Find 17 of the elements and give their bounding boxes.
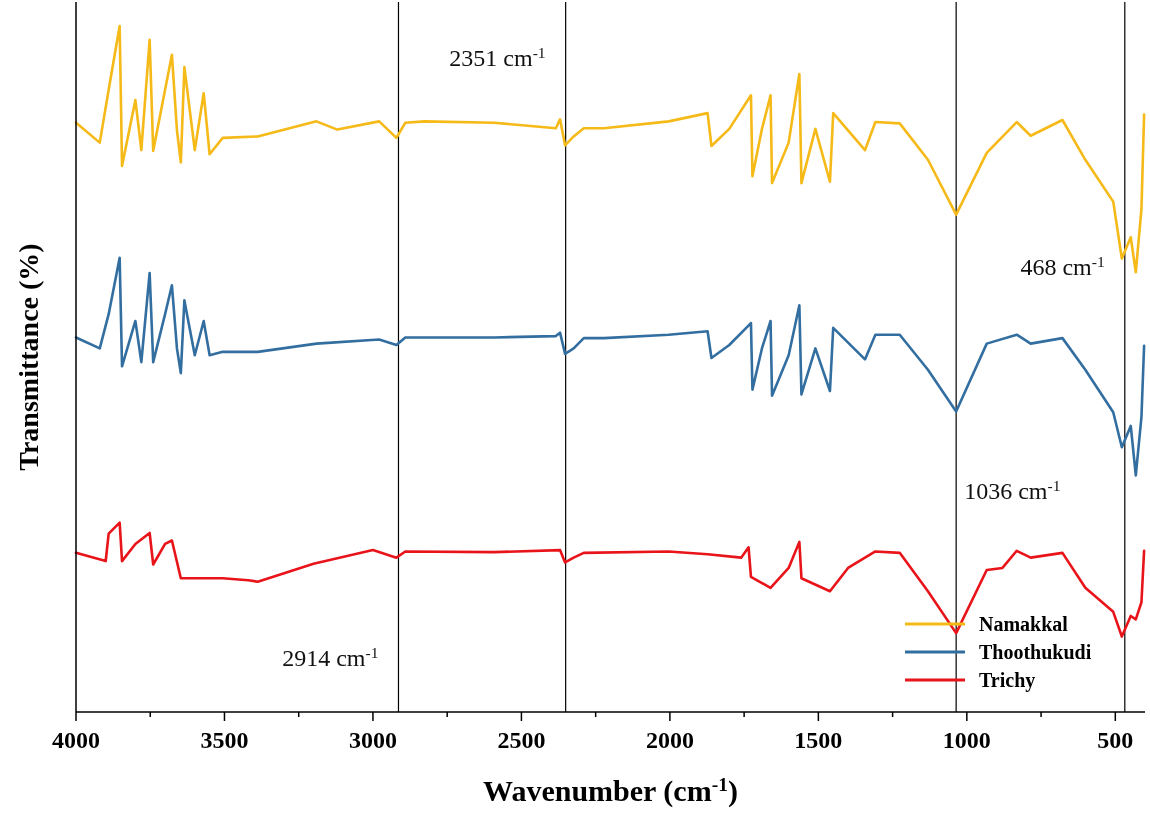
x-tick-label: 3500 — [200, 727, 249, 753]
x-tick-label: 500 — [1097, 727, 1134, 753]
x-axis-title: Wavenumber (cm$^{-1}$) — [483, 773, 738, 808]
ref-line-label: 468 cm$^{-1}$ — [1020, 252, 1105, 281]
ref-line-label: 1036 cm$^{-1}$ — [964, 476, 1061, 504]
x-tick-label: 3000 — [348, 727, 397, 753]
ref-line-label: 2914 cm$^{-1}$ — [282, 643, 379, 671]
y-axis-title: Transmittance (%) — [13, 243, 44, 471]
legend-label: Trichy — [979, 669, 1036, 692]
x-tick-label: 1000 — [942, 727, 991, 753]
x-tick-label: 2000 — [645, 727, 694, 753]
legend-label: Thoothukudi — [979, 641, 1092, 663]
legend-label: Namakkal — [979, 613, 1069, 635]
x-tick-label: 2500 — [497, 727, 546, 753]
ref-line-label: 2351 cm$^{-1}$ — [449, 43, 546, 71]
x-tick-label: 4000 — [52, 727, 100, 753]
x-tick-label: 1500 — [794, 727, 843, 753]
